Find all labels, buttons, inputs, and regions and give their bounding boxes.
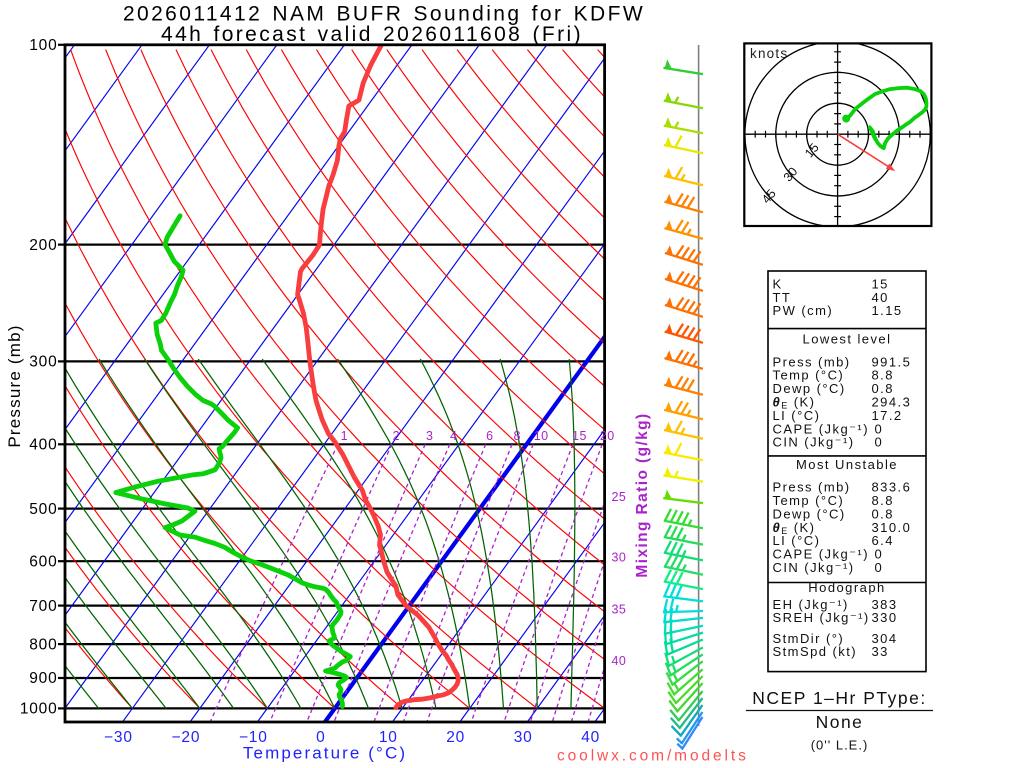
svg-text:SREH (Jkg⁻¹): SREH (Jkg⁻¹) — [773, 610, 870, 625]
svg-text:600: 600 — [29, 553, 57, 570]
svg-text:8.8: 8.8 — [872, 493, 894, 508]
svg-text:35: 35 — [611, 603, 626, 617]
svg-text:θE (K): θE (K) — [773, 520, 816, 536]
svg-text:17.2: 17.2 — [872, 408, 903, 423]
svg-text:40: 40 — [611, 654, 626, 668]
svg-text:coolwx.com/modelts: coolwx.com/modelts — [557, 748, 749, 765]
svg-text:500: 500 — [29, 501, 57, 518]
svg-text:Mixing Ratio (g/kg): Mixing Ratio (g/kg) — [634, 412, 651, 577]
svg-text:0: 0 — [316, 729, 325, 746]
svg-text:2: 2 — [393, 429, 400, 443]
svg-text:Press (mb): Press (mb) — [773, 354, 851, 369]
svg-text:0: 0 — [875, 560, 884, 575]
svg-text:2026011412 NAM BUFR Sounding f: 2026011412 NAM BUFR Sounding for KDFW — [123, 2, 645, 25]
svg-text:−30: −30 — [104, 729, 133, 746]
svg-text:NCEP 1–Hr PType:: NCEP 1–Hr PType: — [752, 688, 926, 708]
svg-text:PW (cm): PW (cm) — [773, 303, 834, 318]
svg-text:Temp (°C): Temp (°C) — [773, 368, 845, 383]
svg-text:CAPE (Jkg⁻¹): CAPE (Jkg⁻¹) — [773, 421, 870, 436]
svg-text:400: 400 — [29, 437, 57, 454]
svg-text:−20: −20 — [172, 729, 201, 746]
svg-text:100: 100 — [29, 37, 57, 54]
svg-text:Hodograph: Hodograph — [808, 580, 885, 595]
svg-text:40: 40 — [872, 290, 889, 305]
svg-text:1000: 1000 — [20, 701, 58, 718]
svg-text:EH (Jkg⁻¹): EH (Jkg⁻¹) — [773, 597, 849, 612]
svg-text:1.15: 1.15 — [872, 303, 903, 318]
svg-text:310.0: 310.0 — [872, 520, 912, 535]
svg-text:0.8: 0.8 — [872, 381, 894, 396]
svg-text:44h forecast valid 2026011608: 44h forecast valid 2026011608 (Fri) — [161, 23, 583, 46]
svg-text:LI (°C): LI (°C) — [773, 533, 821, 548]
svg-text:900: 900 — [29, 670, 57, 687]
svg-text:Pressure (mb): Pressure (mb) — [5, 324, 24, 447]
svg-text:8: 8 — [513, 429, 520, 443]
svg-text:383: 383 — [872, 597, 898, 612]
svg-text:40: 40 — [581, 729, 600, 746]
svg-text:15: 15 — [572, 429, 587, 443]
svg-text:0: 0 — [875, 547, 884, 562]
svg-text:833.6: 833.6 — [872, 480, 912, 495]
svg-text:6.4: 6.4 — [872, 533, 894, 548]
svg-text:−10: −10 — [239, 729, 268, 746]
svg-text:CAPE (Jkg⁻¹): CAPE (Jkg⁻¹) — [773, 547, 870, 562]
svg-text:33: 33 — [872, 644, 889, 659]
svg-text:15: 15 — [872, 277, 889, 292]
svg-text:0.8: 0.8 — [872, 506, 894, 521]
svg-text:294.3: 294.3 — [872, 395, 912, 410]
svg-text:TT: TT — [773, 290, 792, 305]
svg-text:Press (mb): Press (mb) — [773, 480, 851, 495]
svg-text:8.8: 8.8 — [872, 368, 894, 383]
svg-text:330: 330 — [872, 610, 898, 625]
svg-text:0: 0 — [875, 421, 884, 436]
svg-text:Most Unstable: Most Unstable — [796, 457, 898, 472]
svg-text:30: 30 — [514, 729, 533, 746]
svg-text:1: 1 — [341, 429, 348, 443]
svg-text:K: K — [773, 277, 783, 292]
svg-text:0: 0 — [875, 435, 884, 450]
svg-text:(0'' L.E.): (0'' L.E.) — [811, 738, 869, 753]
svg-text:None: None — [816, 712, 864, 732]
svg-text:CIN (Jkg⁻¹): CIN (Jkg⁻¹) — [773, 435, 855, 450]
svg-text:991.5: 991.5 — [872, 354, 912, 369]
svg-text:StmDir (°): StmDir (°) — [773, 631, 845, 646]
svg-text:300: 300 — [29, 354, 57, 371]
svg-text:CIN (Jkg⁻¹): CIN (Jkg⁻¹) — [773, 560, 855, 575]
svg-text:30: 30 — [781, 165, 801, 185]
svg-text:StmSpd (kt): StmSpd (kt) — [773, 644, 858, 659]
svg-text:Dewp (°C): Dewp (°C) — [773, 381, 846, 396]
svg-text:25: 25 — [611, 490, 626, 504]
svg-text:10: 10 — [379, 729, 398, 746]
svg-text:3: 3 — [426, 429, 433, 443]
svg-text:Lowest level: Lowest level — [803, 332, 892, 347]
svg-text:Temp (°C): Temp (°C) — [773, 493, 845, 508]
svg-text:200: 200 — [29, 237, 57, 254]
svg-text:700: 700 — [29, 598, 57, 615]
svg-text:Temperature (°C): Temperature (°C) — [243, 744, 407, 763]
svg-text:Dewp (°C): Dewp (°C) — [773, 506, 846, 521]
svg-text:10: 10 — [534, 429, 549, 443]
svg-text:4: 4 — [450, 429, 457, 443]
svg-text:30: 30 — [611, 551, 626, 565]
svg-text:θE (K): θE (K) — [773, 395, 816, 411]
svg-text:304: 304 — [872, 631, 898, 646]
svg-text:800: 800 — [29, 636, 57, 653]
svg-text:6: 6 — [486, 429, 493, 443]
svg-text:knots: knots — [750, 46, 788, 61]
svg-text:LI (°C): LI (°C) — [773, 408, 821, 423]
svg-text:20: 20 — [446, 729, 465, 746]
svg-text:20: 20 — [600, 429, 615, 443]
